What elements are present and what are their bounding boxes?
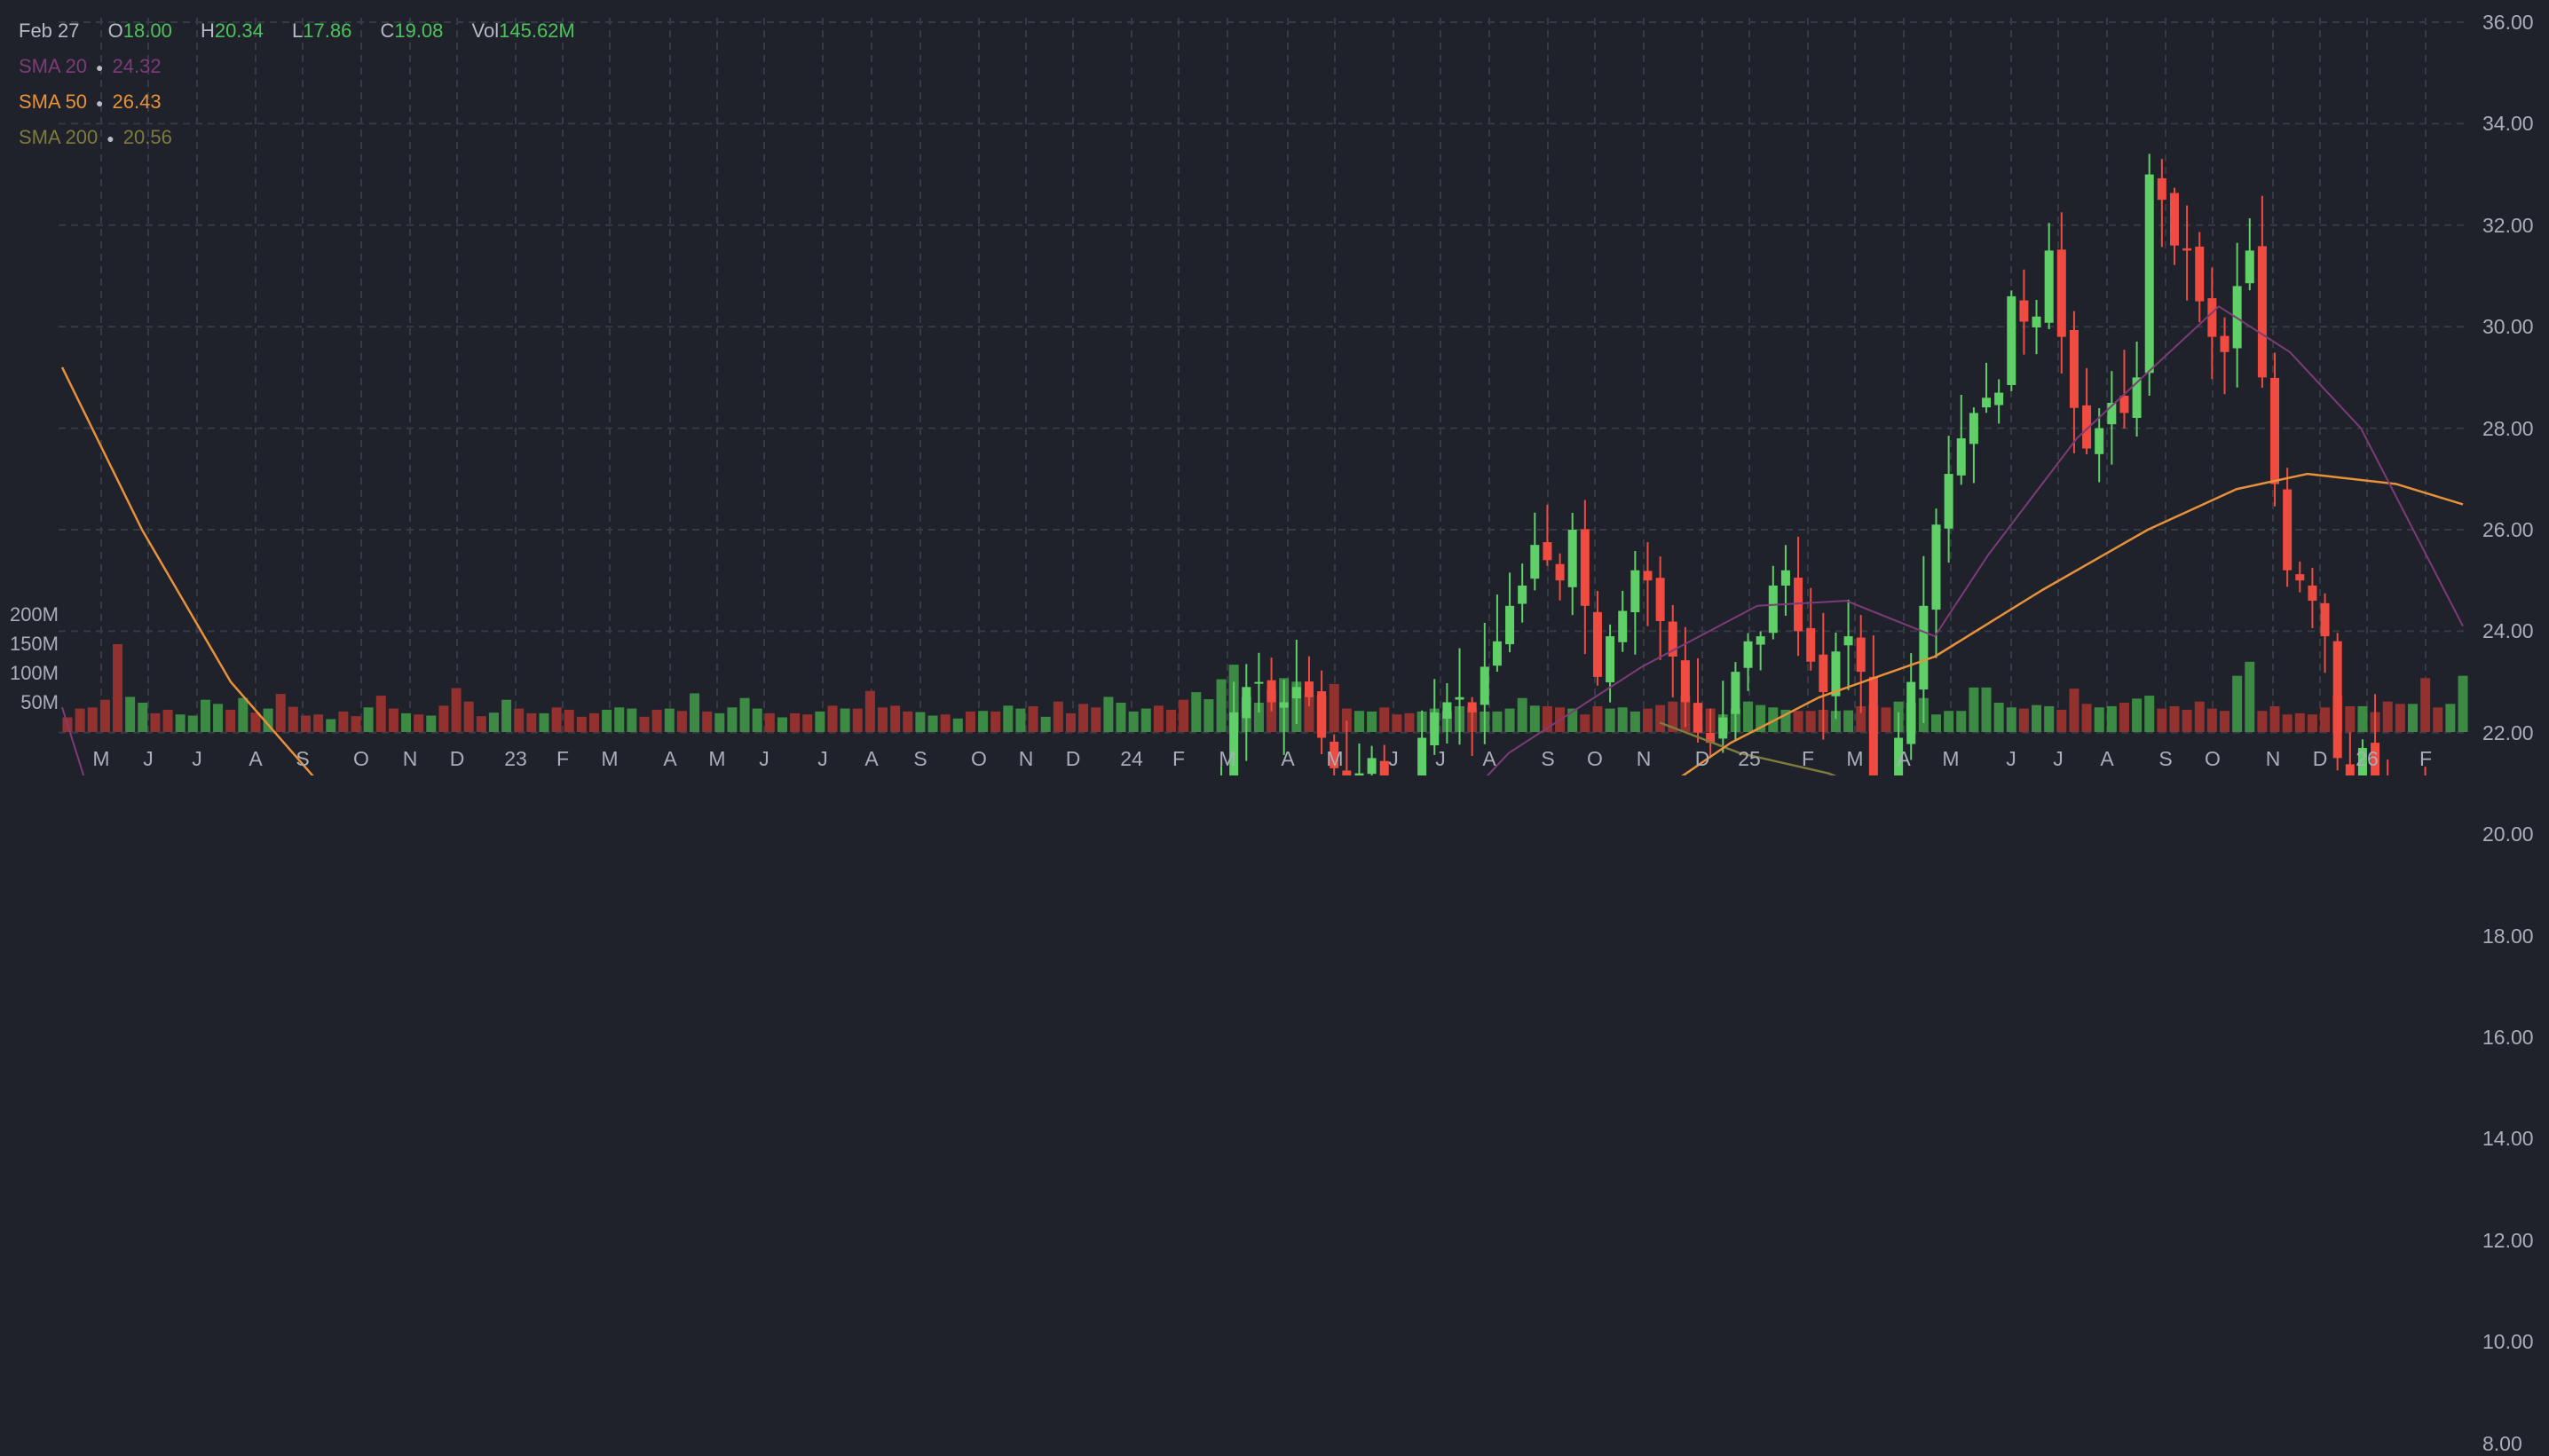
time-tick-label: A — [249, 747, 263, 770]
price-tick-label: 8.00 — [2482, 1431, 2522, 1455]
time-tick-label: O — [971, 747, 987, 770]
time-tick-label: M — [1942, 747, 1960, 770]
time-tick-label: M — [601, 747, 619, 770]
volume-tick-label: 200M — [9, 603, 59, 626]
time-tick-label: A — [663, 747, 677, 770]
time-tick-label: A — [1281, 747, 1295, 770]
price-tick-label: 16.00 — [2482, 1026, 2534, 1049]
legend-sma-200[interactable]: SMA 200 ● 20.56 — [19, 126, 172, 149]
time-tick-label: M — [1326, 747, 1344, 770]
time-tick-label: F — [1801, 747, 1815, 770]
low-value: 17.86 — [303, 20, 352, 42]
price-candles — [1220, 153, 2427, 775]
price-tick-label: 24.00 — [2482, 619, 2534, 643]
time-tick-label: J — [817, 747, 828, 770]
bar-date: Feb 27 — [19, 20, 80, 42]
legend-sma-50-value: 26.43 — [112, 91, 162, 113]
time-tick-label: F — [1172, 747, 1186, 770]
time-tick-label: F — [556, 747, 570, 770]
time-tick-label: F — [2419, 747, 2433, 770]
time-tick-label: J — [143, 747, 154, 770]
legend-sma-200-value: 20.56 — [122, 126, 172, 148]
separator-dot-icon: ● — [96, 96, 104, 111]
grid-lines — [59, 18, 2466, 735]
time-tick-label: O — [1587, 747, 1603, 770]
time-tick-label: D — [1694, 747, 1710, 770]
time-tick-label: J — [1435, 747, 1446, 770]
time-tick-label: M — [1219, 747, 1236, 770]
volume-tick-label: 150M — [9, 633, 59, 655]
price-tick-label: 20.00 — [2482, 822, 2534, 846]
time-tick-label: A — [2100, 747, 2114, 770]
time-tick-label: J — [1388, 747, 1399, 770]
price-tick-label: 26.00 — [2482, 518, 2534, 541]
separator-dot-icon: ● — [107, 131, 114, 146]
price-tick-label: 10.00 — [2482, 1330, 2534, 1354]
low-label: L — [292, 20, 304, 42]
time-tick-label: S — [2158, 747, 2173, 770]
time-tick-label: N — [1018, 747, 1034, 770]
time-tick-label: A — [1897, 747, 1911, 770]
time-tick-label: S — [913, 747, 927, 770]
legend-sma-50-name: SMA 50 — [19, 91, 88, 113]
time-tick-label: 25 — [1738, 747, 1761, 770]
price-tick-label: 18.00 — [2482, 924, 2534, 948]
moving-average-lines — [60, 305, 2464, 775]
separator-dot-icon: ● — [96, 60, 104, 75]
time-tick-label: D — [1065, 747, 1081, 770]
open-value: 18.00 — [122, 20, 172, 42]
time-tick-label: N — [402, 747, 418, 770]
time-tick-label: A — [1482, 747, 1496, 770]
price-tick-label: 30.00 — [2482, 315, 2534, 339]
price-tick-label: 32.00 — [2482, 213, 2534, 237]
time-tick-label: 24 — [1120, 747, 1143, 770]
price-tick-label: 28.00 — [2482, 416, 2534, 440]
volume-tick-label: 100M — [9, 662, 59, 684]
legend-sma-50[interactable]: SMA 50 ● 26.43 — [19, 91, 162, 114]
time-tick-label: D — [449, 747, 465, 770]
time-tick-label: M — [1846, 747, 1864, 770]
open-label: O — [107, 20, 123, 42]
legend-sma-200-name: SMA 200 — [19, 126, 99, 148]
time-tick-label: 26 — [2356, 747, 2379, 770]
legend-sma-20-name: SMA 20 — [19, 55, 88, 77]
close-label: C — [380, 20, 395, 42]
price-tick-label: 14.00 — [2482, 1127, 2534, 1151]
volume-tick-label: 50M — [20, 691, 59, 713]
legend-sma-20[interactable]: SMA 20 ● 24.32 — [19, 55, 162, 78]
time-tick-label: J — [2006, 747, 2016, 770]
time-tick-label: N — [2265, 747, 2281, 770]
volume-label: Vol — [471, 20, 500, 42]
high-value: 20.34 — [214, 20, 264, 42]
time-tick-label: 23 — [504, 747, 527, 770]
high-label: H — [200, 20, 215, 42]
ohlc-header: Feb 27 O18.00 H20.34 L17.86 C19.08 Vol14… — [19, 20, 598, 43]
candlestick-chart[interactable] — [0, 0, 2549, 775]
time-tick-label: J — [759, 747, 769, 770]
price-tick-label: 34.00 — [2482, 112, 2534, 136]
time-tick-label: J — [192, 747, 202, 770]
time-tick-label: S — [296, 747, 310, 770]
price-tick-label: 12.00 — [2482, 1228, 2534, 1252]
close-value: 19.08 — [394, 20, 444, 42]
time-tick-label: O — [353, 747, 369, 770]
price-tick-label: 36.00 — [2482, 11, 2534, 34]
time-tick-label: M — [708, 747, 726, 770]
time-tick-label: A — [864, 747, 879, 770]
legend-sma-20-value: 24.32 — [112, 55, 162, 77]
time-tick-label: M — [92, 747, 110, 770]
time-tick-label: N — [1636, 747, 1652, 770]
time-tick-label: D — [2312, 747, 2328, 770]
time-tick-label: J — [2053, 747, 2064, 770]
price-tick-label: 22.00 — [2482, 720, 2534, 744]
time-tick-label: O — [2205, 747, 2221, 770]
time-tick-label: S — [1541, 747, 1555, 770]
volume-value: 145.62M — [499, 20, 575, 42]
